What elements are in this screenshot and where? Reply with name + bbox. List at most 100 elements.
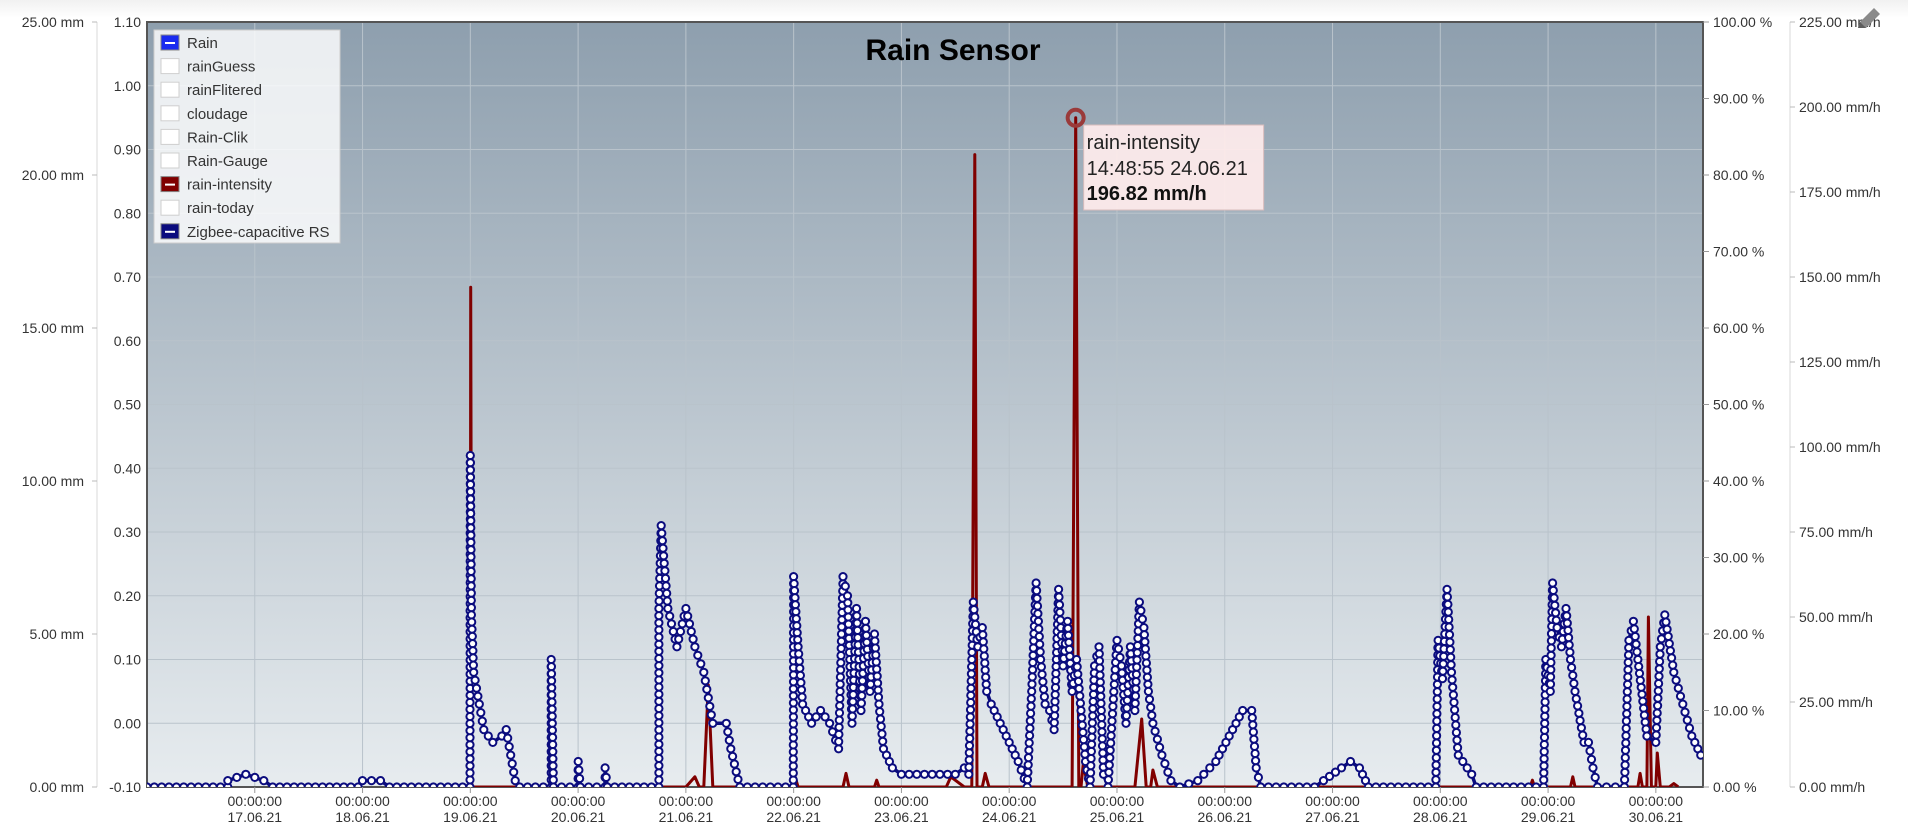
- data-point: [1401, 782, 1411, 787]
- data-point: [654, 761, 664, 771]
- data-point: [1431, 753, 1441, 763]
- data-point: [1106, 738, 1116, 748]
- data-point: [795, 670, 806, 681]
- data-point: [1623, 665, 1633, 675]
- data-point: [1115, 652, 1125, 663]
- data-point: [1451, 720, 1461, 730]
- data-point: [1448, 690, 1459, 700]
- data-point: [1575, 715, 1585, 726]
- data-point: [834, 708, 845, 718]
- data-point: [1033, 609, 1043, 619]
- data-point: [1140, 644, 1151, 654]
- data-point: [657, 528, 667, 538]
- data-point: [428, 782, 438, 787]
- data-point: [1106, 731, 1116, 741]
- data-point: [1654, 678, 1664, 689]
- data-point: [1509, 782, 1519, 787]
- legend-label: rainGuess: [187, 59, 255, 76]
- data-point: [1131, 684, 1141, 694]
- x-axis-tick-date: 21.06.21: [659, 809, 714, 825]
- data-point: [1028, 650, 1038, 660]
- data-point: [477, 716, 487, 726]
- data-point: [1610, 782, 1620, 787]
- legend-item[interactable]: Rain-Gauge: [160, 152, 268, 170]
- data-point: [1623, 679, 1633, 690]
- data-point: [1562, 618, 1572, 628]
- legend-item[interactable]: rainFlitered: [160, 81, 262, 99]
- data-point: [1148, 718, 1158, 728]
- pencil-icon[interactable]: [1852, 2, 1886, 36]
- data-point: [1654, 664, 1664, 674]
- data-point: [1247, 713, 1257, 723]
- mm-axis-tick: 5.00 mm: [30, 626, 84, 642]
- data-point: [259, 776, 269, 786]
- data-point: [982, 686, 992, 697]
- x-axis-tick-time: 00:00:00: [659, 793, 714, 809]
- legend-item[interactable]: rain-today: [160, 199, 254, 217]
- data-point: [1040, 699, 1050, 709]
- legend-item[interactable]: rainGuess: [160, 58, 255, 76]
- series-layer: [147, 116, 1703, 787]
- data-point: [149, 782, 159, 787]
- data-point: [1620, 775, 1630, 785]
- legend-label: rain-today: [187, 200, 254, 217]
- data-point: [1345, 756, 1356, 767]
- data-point: [467, 617, 477, 627]
- data-point: [1450, 705, 1460, 715]
- data-point: [654, 689, 664, 699]
- legend-item[interactable]: Rain: [160, 34, 218, 52]
- legend-label: Zigbee-capacitive RS: [187, 224, 330, 241]
- data-point: [1294, 782, 1304, 787]
- data-point: [639, 782, 649, 787]
- data-point: [1442, 592, 1453, 602]
- data-point: [1546, 650, 1556, 660]
- data-point: [816, 705, 826, 716]
- data-point: [1642, 731, 1652, 741]
- data-point: [1393, 782, 1403, 787]
- legend-item[interactable]: rain-intensity: [160, 176, 273, 194]
- data-point: [466, 552, 476, 562]
- data-point: [1077, 720, 1087, 730]
- data-point: [466, 545, 476, 555]
- data-point: [1445, 645, 1455, 655]
- data-point: [1139, 623, 1149, 633]
- data-point: [1437, 674, 1448, 684]
- percent-axis-tick: 60.00 %: [1713, 320, 1764, 336]
- data-point: [1432, 709, 1442, 719]
- data-point: [164, 782, 174, 787]
- value-axis-tick: 0.30: [114, 524, 141, 540]
- data-point: [503, 733, 513, 743]
- data-point: [1486, 782, 1496, 787]
- data-point: [436, 782, 446, 787]
- data-point: [1620, 767, 1630, 777]
- legend-item[interactable]: Rain-Clik: [160, 128, 248, 146]
- legend-item[interactable]: Zigbee-capacitive RS: [160, 223, 330, 241]
- data-point: [654, 739, 664, 749]
- data-point: [366, 776, 377, 786]
- data-point: [1479, 782, 1489, 787]
- data-point: [1567, 662, 1577, 673]
- data-point: [1330, 767, 1341, 777]
- data-point: [474, 699, 484, 709]
- data-point: [981, 679, 991, 689]
- data-point: [874, 699, 884, 709]
- data-point: [1431, 745, 1442, 755]
- data-point: [515, 782, 525, 787]
- data-point: [1431, 767, 1441, 777]
- data-point: [1279, 782, 1289, 787]
- data-point: [1013, 756, 1023, 767]
- data-point: [632, 782, 642, 787]
- data-point: [325, 782, 335, 787]
- mm-axis-tick: 0.00 mm: [30, 779, 84, 795]
- data-point: [1112, 635, 1122, 646]
- chart-title: Rain Sensor: [865, 34, 1040, 67]
- data-point: [681, 603, 691, 614]
- intensity-axis-tick: 175.00 mm/h: [1799, 184, 1881, 200]
- data-point: [506, 750, 516, 760]
- data-point: [465, 465, 475, 475]
- data-point: [414, 782, 424, 787]
- data-point: [927, 769, 937, 779]
- data-point: [654, 653, 664, 664]
- legend-item[interactable]: cloudage: [160, 105, 248, 123]
- data-point: [1140, 637, 1150, 647]
